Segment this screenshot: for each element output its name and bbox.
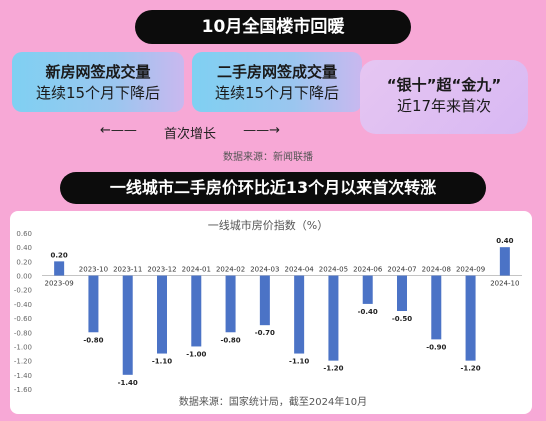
- bar-chart: 一线城市房价指数（%） 0.60 0.40 0.20 0.00 -0.20 -0.40 -0.…: [14, 218, 522, 394]
- bar: [122, 275, 133, 375]
- x-tick-label: 2024-01: [182, 266, 211, 274]
- chart-panel: 一线城市房价指数（%） 0.60 0.40 0.20 0.00 -0.20 -0.40 -0.…: [10, 211, 532, 414]
- bar-value-label: -0.70: [255, 329, 275, 337]
- bar-value-label: -0.80: [220, 336, 240, 344]
- y-tick-label: 0.00: [16, 273, 32, 281]
- bar-value-label: 0.40: [496, 237, 513, 245]
- card-subtitle: 近17年来首次: [396, 97, 492, 115]
- bar-value-label: -1.20: [323, 365, 343, 373]
- bar: [54, 261, 65, 276]
- card-title: 二手房网签成交量: [216, 63, 337, 81]
- bar-value-label: -0.90: [426, 343, 446, 351]
- bar: [157, 275, 167, 354]
- bar: [225, 275, 236, 333]
- x-tick-label: 2024-04: [285, 266, 315, 274]
- y-tick-label: -1.00: [14, 343, 32, 351]
- bar: [499, 247, 510, 276]
- x-tick-label: 2024-10: [490, 280, 519, 288]
- bar: [397, 275, 407, 311]
- bar-value-label: -1.20: [460, 365, 480, 373]
- y-tick-label: 0.60: [16, 230, 32, 238]
- left-arrow-icon: ←——: [100, 123, 137, 138]
- bar: [88, 275, 99, 333]
- bar: [294, 275, 305, 354]
- top-banner: 10月全国楼市回暖: [135, 10, 411, 44]
- card-silver-golden: “银十”超“金九” 近17年来首次: [360, 60, 528, 134]
- y-tick-label: -1.40: [14, 372, 32, 380]
- first-growth-label: 首次增长: [163, 127, 216, 142]
- bar: [191, 275, 202, 347]
- x-tick-label: 2024-09: [456, 266, 485, 274]
- bar: [465, 275, 476, 361]
- y-tick-label: -1.20: [14, 358, 32, 366]
- bar-value-label: -1.10: [289, 358, 309, 366]
- card-title: “银十”超“金九”: [386, 76, 502, 94]
- y-tick-label: 0.20: [16, 258, 32, 266]
- bar-value-label: -0.50: [392, 315, 412, 323]
- bar-value-label: -1.00: [186, 350, 206, 358]
- bar: [362, 275, 373, 304]
- bar-value-label: -0.80: [83, 336, 103, 344]
- x-tick-label: 2024-05: [319, 266, 348, 274]
- bar: [259, 275, 270, 326]
- chart-title: 一线城市房价指数（%）: [208, 218, 328, 232]
- x-tick-label: 2023-12: [147, 266, 176, 274]
- y-tick-label: -0.80: [14, 329, 32, 337]
- x-tick-label: 2024-07: [387, 266, 416, 274]
- bar-value-label: -1.40: [118, 379, 138, 387]
- card-second-hand-volume: 二手房网签成交量 连续15个月下降后: [192, 52, 362, 112]
- x-tick-label: 2023-09: [45, 280, 74, 288]
- card-subtitle: 连续15个月下降后: [214, 84, 340, 102]
- sub-banner: 一线城市二手房价环比近13个月以来首次转涨: [60, 172, 486, 204]
- y-tick-label: -0.40: [14, 301, 32, 309]
- bar: [431, 275, 442, 340]
- bar: [328, 275, 339, 361]
- first-growth-note: ←—— 首次增长 ——→: [100, 123, 280, 142]
- x-tick-label: 2024-02: [216, 266, 245, 274]
- x-tick-label: 2023-11: [113, 266, 142, 274]
- x-tick-label: 2024-03: [250, 266, 279, 274]
- x-tick-label: 2024-08: [422, 266, 451, 274]
- right-arrow-icon: ——→: [243, 123, 280, 138]
- source-note-bottom: 数据来源：国家统计局，截至2024年10月: [178, 397, 368, 408]
- bar-value-label: -1.10: [152, 358, 172, 366]
- y-tick-label: -0.60: [14, 315, 32, 323]
- source-note-top: 数据来源：新闻联播: [223, 152, 313, 163]
- card-subtitle: 连续15个月下降后: [35, 84, 161, 102]
- card-title: 新房网签成交量: [45, 63, 151, 81]
- bar-value-label: 0.20: [51, 251, 68, 259]
- y-tick-label: 0.40: [16, 244, 32, 252]
- y-tick-label: -0.20: [14, 287, 32, 295]
- bar-value-label: -0.40: [358, 308, 378, 316]
- y-tick-label: -1.60: [14, 386, 32, 394]
- x-tick-label: 2024-06: [353, 266, 383, 274]
- x-tick-label: 2023-10: [79, 266, 108, 274]
- card-new-home-volume: 新房网签成交量 连续15个月下降后: [12, 52, 184, 112]
